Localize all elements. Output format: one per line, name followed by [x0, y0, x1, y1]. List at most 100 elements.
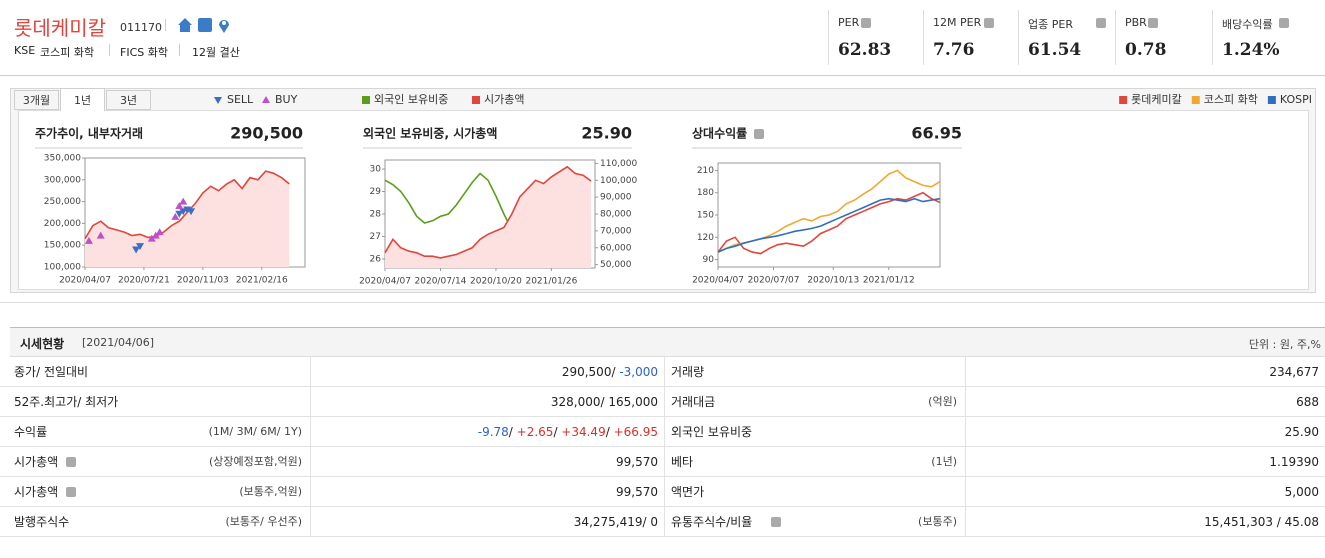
- value-cell: 25.90: [965, 417, 1325, 447]
- location-dot: [222, 21, 226, 25]
- help-icon[interactable]: [861, 18, 871, 28]
- value: 234,677: [1269, 357, 1319, 387]
- value-part: 688: [1296, 395, 1319, 409]
- x-tick-label: 2020/07/07: [748, 276, 800, 286]
- area: [385, 166, 592, 268]
- y-tick-label: 210: [697, 166, 714, 176]
- note: (1M/ 3M/ 6M/ 1Y): [208, 425, 302, 438]
- location-icon[interactable]: [219, 20, 229, 33]
- value: 99,570: [616, 447, 658, 477]
- value-part: /: [508, 425, 517, 439]
- legend-label: 시가총액: [484, 93, 524, 106]
- x-tick-label: 2020/11/03: [177, 276, 229, 286]
- fiscal: 12월 결산: [192, 46, 240, 59]
- x-tick-label: 2021/01/26: [525, 277, 577, 287]
- legend-label: SELL: [227, 93, 254, 106]
- legend-swatch: [362, 96, 370, 104]
- y-tick-label: 90: [703, 255, 715, 265]
- x-tick-label: 2020/04/07: [692, 276, 744, 286]
- legend-swatch: [1191, 96, 1200, 104]
- value-part: /: [553, 425, 562, 439]
- x-tick-label: 2020/07/21: [118, 276, 170, 286]
- chart-headline: 66.95: [911, 124, 962, 143]
- value-part: 15,451,303 / 45.08: [1204, 515, 1319, 529]
- line: [384, 165, 592, 259]
- label-cell: 유통주식수/비율 (보통주): [665, 507, 965, 537]
- y-tick-label: 30: [370, 165, 382, 175]
- legend-swatch: [1267, 96, 1276, 104]
- tab[interactable]: 3개월: [14, 90, 59, 110]
- help-icon[interactable]: [771, 517, 781, 527]
- x-tick-label: 2021/02/16: [236, 276, 288, 286]
- tab[interactable]: 1년: [60, 88, 105, 111]
- company-name: 롯데케미칼: [14, 16, 106, 40]
- y-tick-label: 350,000: [44, 154, 81, 164]
- help-icon[interactable]: [66, 457, 76, 467]
- sector: 코스피 화학: [40, 46, 95, 59]
- insider-marker: [155, 228, 164, 236]
- label-cell: 액면가: [665, 477, 965, 507]
- insider-marker: [171, 212, 180, 220]
- stat-value: 1.24%: [1222, 40, 1280, 60]
- label: 시가총액: [14, 485, 59, 499]
- value-cell: 34,275,419/ 0: [310, 507, 665, 537]
- note: (보통주): [918, 515, 957, 528]
- help-icon[interactable]: [984, 18, 994, 28]
- label-cell: 52주.최고가/ 최저가: [0, 387, 310, 417]
- label: 액면가: [671, 485, 705, 499]
- label: 베타: [671, 455, 694, 469]
- y-tick-label: 27: [370, 232, 381, 242]
- help-icon[interactable]: [66, 487, 76, 497]
- value-cell: 99,570: [310, 477, 665, 507]
- label: 시가총액: [14, 455, 59, 469]
- x-tick-label: 2021/01/12: [863, 276, 915, 286]
- stat-value: 0.78: [1125, 40, 1167, 60]
- value-cell: 234,677: [965, 357, 1325, 387]
- chart-headline: 25.90: [581, 124, 632, 143]
- value-part: +2.65: [516, 425, 554, 439]
- help-icon[interactable]: [754, 129, 764, 139]
- separator: [165, 19, 166, 31]
- help-icon[interactable]: [1096, 18, 1106, 28]
- stat-value: 62.83: [838, 40, 892, 60]
- icons: [178, 18, 229, 33]
- label-cell: 베타 (1년): [665, 447, 965, 477]
- value-cell: 328,000/ 165,000: [310, 387, 665, 417]
- separator: [1212, 10, 1213, 65]
- value-part: 234,677: [1269, 365, 1319, 379]
- label-cell: 외국인 보유비중: [665, 417, 965, 447]
- value-part: -3,000: [619, 365, 658, 379]
- table-header: [10, 327, 1325, 357]
- value-part: 290,500/: [561, 365, 620, 379]
- fics: FICS 화학: [120, 46, 168, 59]
- legend-swatch: [1119, 96, 1128, 104]
- help-icon[interactable]: [1279, 18, 1289, 28]
- help-icon[interactable]: [1148, 18, 1158, 28]
- phone-icon[interactable]: [198, 18, 212, 32]
- value-part: 25.90: [1284, 425, 1319, 439]
- tab[interactable]: 3년: [106, 90, 151, 110]
- value: 15,451,303 / 45.08: [1204, 507, 1319, 537]
- value: 1.19390: [1269, 447, 1319, 477]
- legend-marker: [262, 96, 270, 103]
- y-tick-label: 250,000: [44, 197, 81, 207]
- stat-label: 12M PER: [933, 16, 982, 29]
- y-tick-label: 26: [370, 255, 382, 265]
- legend-marker: [214, 97, 222, 104]
- home-icon[interactable]: [178, 18, 192, 32]
- value: 290,500/ -3,000: [562, 357, 658, 387]
- stat-label: 배당수익률: [1222, 18, 1273, 31]
- legend-swatch: [472, 96, 480, 104]
- insider-marker: [84, 236, 93, 244]
- label-cell: 시가총액 (상장예정포함,억원): [0, 447, 310, 477]
- value-part: 1.19390: [1269, 455, 1319, 469]
- legend-label: 롯데케미칼: [1131, 93, 1182, 106]
- stat-value: 7.76: [933, 40, 975, 60]
- value-part: /: [605, 425, 614, 439]
- label-cell: 수익률 (1M/ 3M/ 6M/ 1Y): [0, 417, 310, 447]
- label-cell: 시가총액 (보통주,억원): [0, 477, 310, 507]
- x-tick-label: 2020/07/14: [415, 277, 467, 287]
- value-cell: 1.19390: [965, 447, 1325, 477]
- table-date: [2021/04/06]: [82, 336, 154, 349]
- y2-tick-label: 70,000: [600, 226, 632, 236]
